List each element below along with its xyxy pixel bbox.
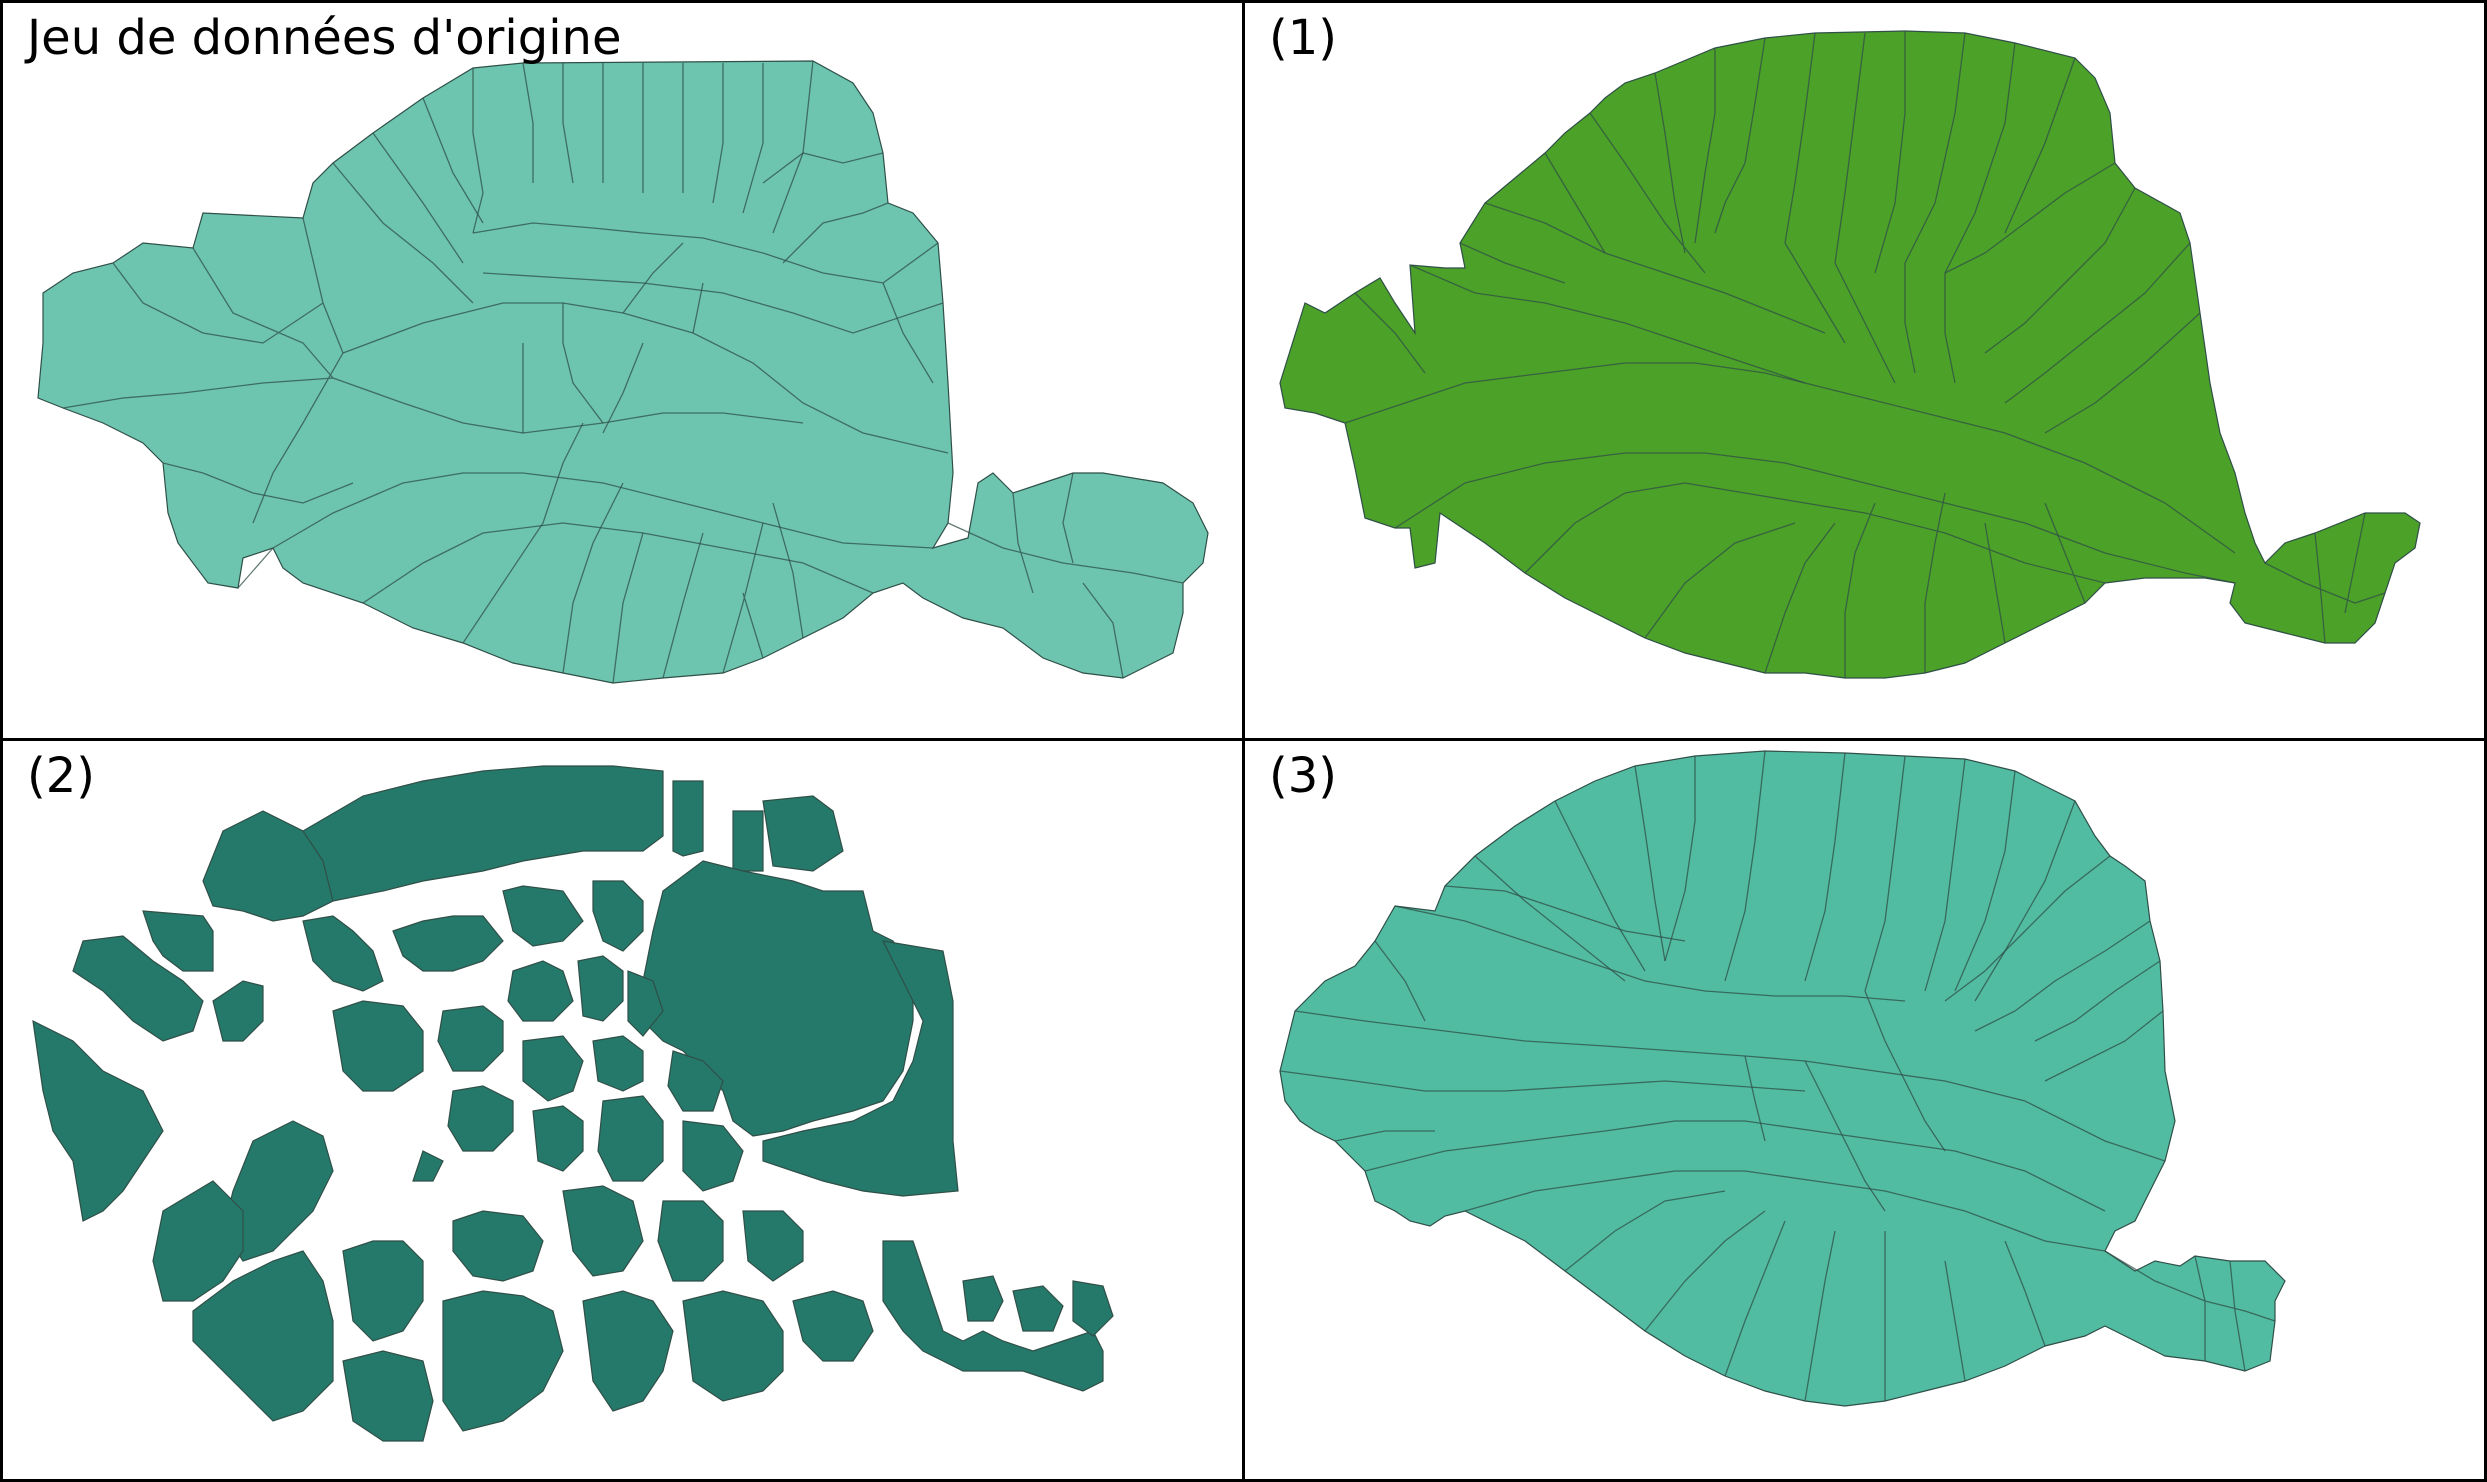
district-polygon: [1012, 1285, 1064, 1332]
district-polygon: [502, 885, 584, 947]
district-polygon: [412, 1150, 444, 1182]
panel-title-2: (2): [27, 748, 95, 804]
panel-title-original: Jeu de données d'origine: [27, 10, 622, 66]
district-boundaries: [1279, 750, 2276, 1402]
district-boundaries: [62, 60, 1184, 684]
district-polygon: [577, 955, 624, 1022]
district-polygon: [762, 795, 844, 872]
district-polygon: [342, 1350, 434, 1442]
district-polygon: [627, 970, 664, 1037]
district-polygon: [392, 915, 504, 972]
district-polygon: [667, 1050, 724, 1112]
district-polygon: [682, 1290, 784, 1402]
district-polygon: [72, 935, 204, 1042]
district-polygon: [597, 1095, 664, 1182]
panel-2: (2): [3, 741, 1242, 1479]
district-polygon: [672, 780, 704, 857]
district-polygon: [452, 1210, 544, 1282]
district-polygon: [442, 1290, 564, 1432]
district-polygon: [592, 880, 644, 952]
paris-shape-3: [1279, 750, 2286, 1407]
district-polygon: [447, 1085, 514, 1152]
district-polygon: [1072, 1280, 1114, 1337]
district-polygon: [532, 1105, 584, 1172]
district-polygon: [142, 910, 214, 972]
map-1: [1279, 30, 2421, 679]
district-polygon: [332, 1000, 424, 1092]
district-polygon: [437, 1005, 504, 1072]
panel-title-1: (1): [1269, 10, 1337, 66]
horizontal-divider: [0, 738, 2487, 741]
district-polygon: [682, 1120, 744, 1192]
map-original: [37, 60, 1209, 684]
district-polygon: [202, 810, 334, 922]
panel-3: (3): [1245, 741, 2484, 1479]
district-polygon: [562, 1185, 644, 1277]
district-polygon: [962, 1275, 1004, 1322]
district-polygon: [792, 1290, 874, 1362]
district-polygon: [582, 1290, 674, 1412]
panel-1: (1): [1245, 3, 2484, 738]
district-polygon: [882, 1240, 1104, 1392]
district-polygon: [152, 1180, 244, 1302]
vertical-divider: [1242, 0, 1245, 1482]
map-3: [1279, 750, 2286, 1407]
district-polygon: [522, 1035, 584, 1102]
district-polygon: [302, 915, 384, 992]
district-polygon: [762, 940, 959, 1197]
district-polygon: [732, 810, 764, 872]
map-2: [32, 765, 1114, 1442]
district-polygon: [32, 1019, 164, 1222]
district-polygon: [592, 1035, 644, 1092]
panel-title-3: (3): [1269, 748, 1337, 804]
district-polygon: [192, 1250, 334, 1422]
district-polygon: [742, 1210, 804, 1282]
district-boundaries: [1344, 31, 2386, 678]
district-polygon: [342, 1240, 424, 1342]
district-polygon: [657, 1200, 724, 1282]
district-polygon: [212, 980, 264, 1042]
district-polygon: [507, 960, 574, 1022]
panel-original: Jeu de données d'origine: [3, 3, 1242, 738]
